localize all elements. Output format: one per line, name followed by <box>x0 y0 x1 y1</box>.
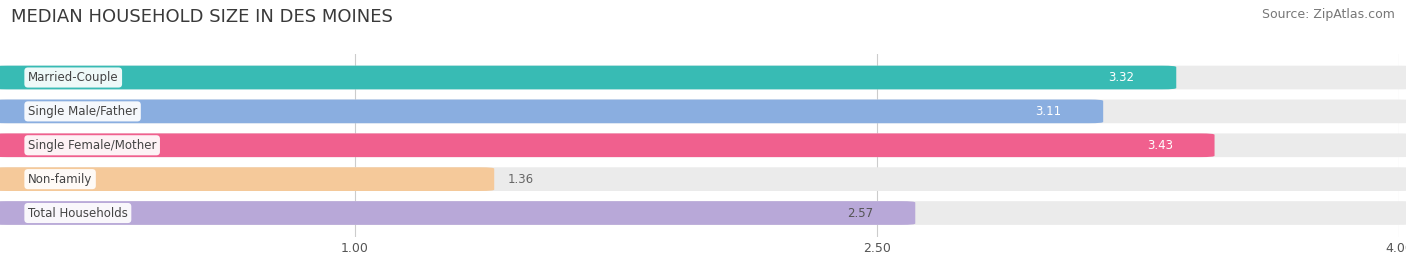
Text: Non-family: Non-family <box>28 173 93 186</box>
FancyBboxPatch shape <box>0 167 1406 191</box>
Text: Married-Couple: Married-Couple <box>28 71 118 84</box>
Text: 1.36: 1.36 <box>508 173 534 186</box>
FancyBboxPatch shape <box>0 133 1215 157</box>
Text: Single Female/Mother: Single Female/Mother <box>28 139 156 152</box>
Text: Source: ZipAtlas.com: Source: ZipAtlas.com <box>1261 8 1395 21</box>
FancyBboxPatch shape <box>0 133 1406 157</box>
Text: MEDIAN HOUSEHOLD SIZE IN DES MOINES: MEDIAN HOUSEHOLD SIZE IN DES MOINES <box>11 8 394 26</box>
Text: Single Male/Father: Single Male/Father <box>28 105 138 118</box>
FancyBboxPatch shape <box>0 100 1104 123</box>
FancyBboxPatch shape <box>0 100 1406 123</box>
FancyBboxPatch shape <box>0 201 1406 225</box>
FancyBboxPatch shape <box>0 66 1177 89</box>
FancyBboxPatch shape <box>0 201 915 225</box>
Text: 2.57: 2.57 <box>848 207 873 220</box>
Text: Total Households: Total Households <box>28 207 128 220</box>
FancyBboxPatch shape <box>0 167 495 191</box>
Text: 3.43: 3.43 <box>1147 139 1173 152</box>
Text: 3.11: 3.11 <box>1035 105 1062 118</box>
Text: 3.32: 3.32 <box>1108 71 1135 84</box>
FancyBboxPatch shape <box>0 66 1406 89</box>
